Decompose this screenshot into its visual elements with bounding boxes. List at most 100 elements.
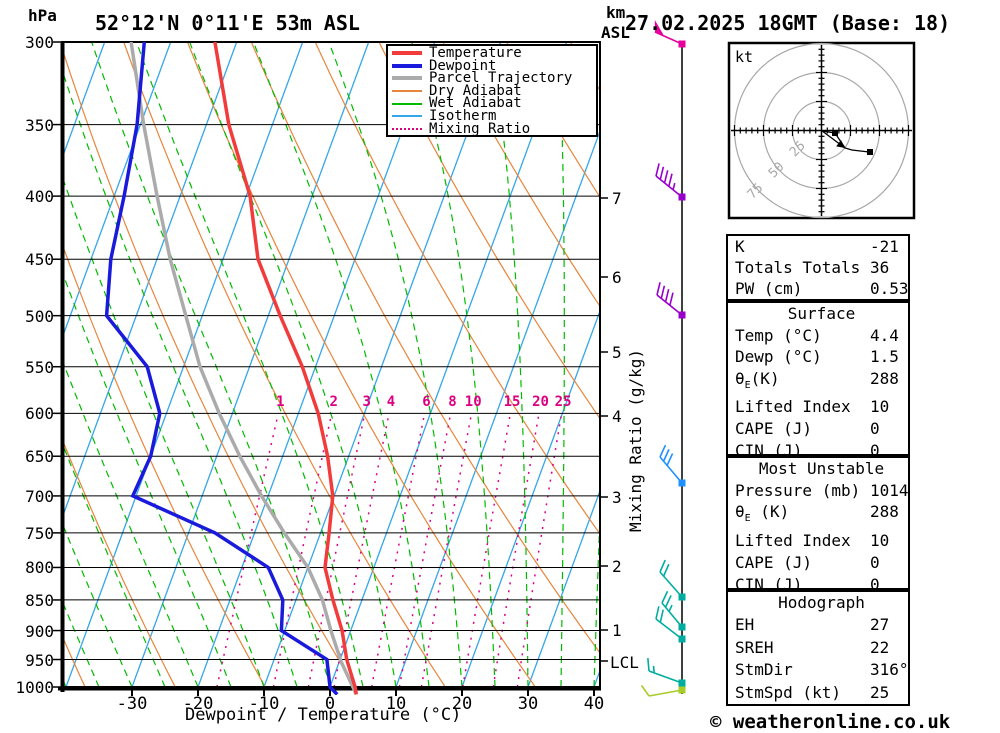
- pressure-tick-label: 400: [25, 187, 54, 206]
- panel-row-value: 1014: [870, 480, 909, 500]
- wind-barb: [659, 559, 686, 601]
- stats-panel: Surface Temp (°C) 4.4 Dewp (°C) 1.5 θE(K) 288 L…: [726, 301, 910, 456]
- dewpoint-curve: [104, 42, 339, 695]
- wet-adiabat-line: [62, 357, 199, 687]
- legend-line-sample: [392, 63, 422, 68]
- panel-row: CAPE (J) 0: [728, 418, 908, 440]
- dry-adiabat-line: [442, 42, 600, 308]
- panel-row-value: 10: [870, 397, 890, 417]
- isotherm-line: [263, 42, 502, 687]
- copyright: © weatheronline.co.uk: [710, 711, 951, 733]
- pressure-tick-label: 700: [25, 487, 54, 506]
- isotherm-line: [461, 309, 600, 687]
- panel-row-label: SREH: [735, 637, 774, 657]
- isotherm-line: [395, 129, 600, 687]
- wind-level-dot: [678, 679, 686, 687]
- panel-row-value: 10: [870, 531, 890, 551]
- mixing-ratio-label: 3: [362, 394, 370, 410]
- pressure-tick-label: 450: [25, 250, 54, 269]
- panel-row: Pressure (mb) 1014: [728, 480, 908, 502]
- panel-row-label: StmDir: [735, 660, 793, 680]
- wind-barb: [640, 684, 686, 697]
- panel-row: StmSpd (kt) 25: [728, 682, 908, 704]
- legend-item-label: Wet Adiabat: [429, 95, 522, 112]
- km-axis-unit-2: ASL: [601, 23, 630, 42]
- km-tick-label: 7: [612, 189, 622, 208]
- panel-row: Totals Totals 36: [728, 257, 908, 278]
- panel-row-label: Lifted Index: [735, 397, 851, 417]
- panel-row-value: 25: [870, 682, 890, 702]
- panel-row: CIN (J) 0: [728, 440, 908, 456]
- km-tick-label: 3: [612, 488, 622, 507]
- pressure-tick-label: 350: [25, 116, 54, 135]
- panel-row: SREH 22: [728, 637, 908, 659]
- legend-line-sample: [392, 76, 422, 81]
- pressure-tick-label: 500: [25, 307, 54, 326]
- legend-line-sample: [392, 127, 422, 130]
- wet-adiabat-line: [62, 269, 232, 687]
- page-title: 52°12'N 0°11'E 53m ASL: [95, 11, 360, 35]
- hodograph-unit-label: kt: [735, 48, 754, 66]
- panel-row-value: 0.53: [870, 279, 909, 298]
- panel-header: Surface: [787, 304, 856, 323]
- legend-item: Mixing Ratio: [392, 122, 596, 135]
- mixing-ratio-label: 4: [387, 394, 395, 410]
- panel-row: K -21: [728, 236, 908, 257]
- panel-row-label: Lifted Index: [735, 531, 851, 551]
- wind-barb: [655, 606, 686, 643]
- wet-adiabat-line: [189, 42, 397, 687]
- panel-row-value: 0: [870, 552, 880, 572]
- panel-row-label: StmSpd (kt): [735, 682, 841, 702]
- panel-row-value: 288: [870, 368, 899, 388]
- panel-row-label: K: [735, 237, 745, 256]
- legend-item-label: Parcel Trajectory: [429, 70, 573, 87]
- panel-row-value: 1.5: [870, 347, 899, 367]
- temp-tick-label: -10: [248, 694, 280, 714]
- valid-date: 27.02.2025 18GMT (Base: 18): [625, 11, 951, 35]
- temp-tick-label: 30: [517, 694, 539, 714]
- panel-row-label: CAPE (J): [735, 552, 813, 572]
- wind-level-dot: [678, 635, 686, 643]
- temp-tick-label: 0: [324, 694, 336, 714]
- temp-tick-label: 10: [385, 694, 407, 714]
- legend-line-sample: [392, 51, 422, 56]
- panel-row-label: CIN (J): [735, 574, 803, 590]
- wet-adiabat-line: [91, 42, 331, 687]
- legend-item: Isotherm: [392, 107, 596, 124]
- legend: Temperature Dewpoint Parcel Trajectory Dry …: [386, 44, 598, 137]
- panel-row: θE (K) 288: [728, 501, 908, 530]
- panel-row: StmDir 316°: [728, 659, 908, 681]
- legend-item-label: Isotherm: [429, 107, 497, 124]
- isotherm-line: [329, 42, 568, 687]
- wind-barb: [659, 444, 686, 487]
- stats-panel: Hodograph EH 27 SREH 22 StmDir 316° StmSpd (kt)…: [726, 590, 910, 706]
- mixing-ratio-label: 10: [465, 394, 482, 410]
- mixing-ratio-line: [492, 413, 540, 687]
- temp-tick-label: 20: [451, 694, 473, 714]
- wet-adiabat-line: [490, 42, 529, 687]
- wind-level-dot: [678, 593, 686, 601]
- panel-row-label: CIN (J): [735, 440, 803, 456]
- wet-adiabat-line: [62, 67, 298, 687]
- wet-adiabat-line: [62, 440, 166, 687]
- mixing-ratio-label: 6: [422, 394, 430, 410]
- km-axis-unit: km: [606, 3, 626, 22]
- legend-item: Parcel Trajectory: [392, 70, 596, 87]
- pressure-tick-label: 900: [25, 622, 54, 641]
- sounding-curves: [104, 42, 359, 695]
- legend-item: Dry Adiabat: [392, 84, 596, 98]
- pressure-tick-label: 850: [25, 591, 54, 610]
- panel-row-value: -21: [870, 237, 899, 256]
- km-tick-label: 6: [612, 268, 622, 287]
- panel-row: PW (cm) 0.53: [728, 278, 908, 299]
- panel-row-label: PW (cm): [735, 279, 803, 298]
- mixing-ratio-line: [398, 413, 452, 687]
- panel-row-value: 0: [870, 574, 880, 590]
- stats-panel: Most Unstable Pressure (mb) 1014 θE (K) 288 L…: [726, 456, 910, 590]
- dry-adiabat-line: [62, 46, 356, 687]
- wind-level-dot: [678, 623, 686, 631]
- isotherm-line: [62, 42, 106, 161]
- wind-barb: [661, 590, 686, 631]
